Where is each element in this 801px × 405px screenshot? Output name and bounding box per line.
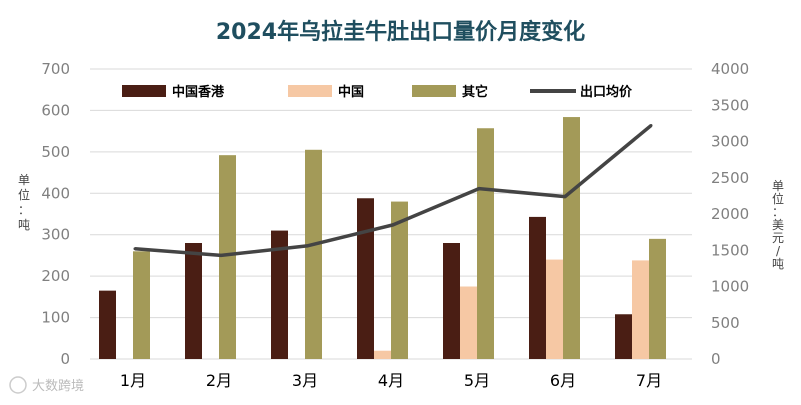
bars xyxy=(99,117,666,359)
x-tick-label: 1月 xyxy=(120,371,146,390)
bar-1 xyxy=(271,230,288,359)
right-tick-label: 2500 xyxy=(711,169,749,187)
bar-3 xyxy=(305,149,322,359)
svg-text:单: 单 xyxy=(18,173,30,187)
right-unit-char: 美 xyxy=(772,218,784,232)
bar-1 xyxy=(443,243,460,359)
bar-3 xyxy=(391,201,408,359)
right-unit-char: 吨 xyxy=(772,257,784,271)
bar-1 xyxy=(615,314,632,359)
legend-label: 其它 xyxy=(462,84,488,100)
bar-3 xyxy=(477,128,494,359)
price-line xyxy=(133,124,653,258)
right-tick-label: 3000 xyxy=(711,133,749,151)
bar-2 xyxy=(546,259,563,359)
legend: 中国香港 中国 其它 出口均价 xyxy=(122,84,633,100)
right-unit-char: 单 xyxy=(772,179,784,193)
x-tick-label: 4月 xyxy=(378,371,404,390)
x-tick-label: 7月 xyxy=(636,371,662,390)
right-unit-char: ： xyxy=(772,205,784,219)
legend-swatch xyxy=(412,85,456,97)
x-tick-label: 3月 xyxy=(292,371,318,390)
left-axis: 0 100 200 300 400 500 600 700 xyxy=(41,60,70,368)
price-point xyxy=(649,124,653,128)
right-tick-label: 0 xyxy=(711,350,721,368)
left-unit-label: 单 位 ： 吨 xyxy=(18,173,30,232)
svg-text:位: 位 xyxy=(18,187,30,202)
svg-text:吨: 吨 xyxy=(18,218,30,232)
svg-text:：: ： xyxy=(18,203,30,217)
chart-title: 2024年乌拉圭牛肚出口量价月度变化 xyxy=(215,20,586,45)
left-tick-label: 100 xyxy=(41,309,70,327)
left-tick-label: 700 xyxy=(41,60,70,78)
left-tick-label: 0 xyxy=(60,350,70,368)
x-tick-label: 5月 xyxy=(464,371,490,390)
x-axis-categories: 1月 2月 3月 4月 5月 6月 7月 xyxy=(120,371,662,390)
right-tick-label: 1500 xyxy=(711,241,749,259)
price-point xyxy=(563,195,567,199)
right-unit-label: 单位：美元/吨 xyxy=(772,179,784,271)
left-tick-label: 200 xyxy=(41,267,70,285)
price-point xyxy=(477,187,481,191)
bar-2 xyxy=(632,260,649,359)
legend-item[interactable]: 其它 xyxy=(412,84,488,100)
right-tick-label: 500 xyxy=(711,314,740,332)
legend-swatch xyxy=(288,85,332,97)
price-point xyxy=(219,253,223,257)
right-unit-char: 位 xyxy=(772,191,784,206)
legend-label: 中国 xyxy=(338,84,364,100)
bar-1 xyxy=(99,290,116,359)
left-tick-label: 600 xyxy=(41,101,70,119)
price-point xyxy=(305,244,309,248)
right-unit-char: 元 xyxy=(772,231,784,245)
right-tick-label: 2000 xyxy=(711,205,749,223)
watermark: 大数跨境 xyxy=(9,376,84,394)
x-tick-label: 6月 xyxy=(550,371,576,390)
left-tick-label: 300 xyxy=(41,226,70,244)
right-tick-label: 1000 xyxy=(711,278,749,296)
left-tick-label: 500 xyxy=(41,143,70,161)
svg-text:大数跨境: 大数跨境 xyxy=(32,379,84,394)
bar-3 xyxy=(563,117,580,359)
bar-3 xyxy=(133,251,150,359)
legend-item[interactable]: 出口均价 xyxy=(530,84,633,100)
legend-item[interactable]: 中国香港 xyxy=(122,84,225,100)
bar-1 xyxy=(185,243,202,359)
bar-1 xyxy=(357,198,374,359)
left-tick-label: 400 xyxy=(41,184,70,202)
price-point xyxy=(391,223,395,227)
right-unit-char: / xyxy=(776,244,781,258)
bar-1 xyxy=(529,216,546,359)
bar-3 xyxy=(219,155,236,359)
x-tick-label: 2月 xyxy=(206,371,232,390)
bar-3 xyxy=(649,238,666,359)
legend-swatch xyxy=(122,85,166,97)
right-axis: 0 500 1000 1500 2000 2500 3000 3500 4000 xyxy=(711,60,749,368)
legend-item[interactable]: 中国 xyxy=(288,84,364,100)
price-point xyxy=(133,247,137,251)
legend-label: 中国香港 xyxy=(172,84,225,100)
bar-2 xyxy=(374,350,391,359)
right-tick-label: 3500 xyxy=(711,96,749,114)
right-tick-label: 4000 xyxy=(711,60,749,78)
bar-2 xyxy=(460,286,477,359)
legend-label: 出口均价 xyxy=(580,84,633,100)
